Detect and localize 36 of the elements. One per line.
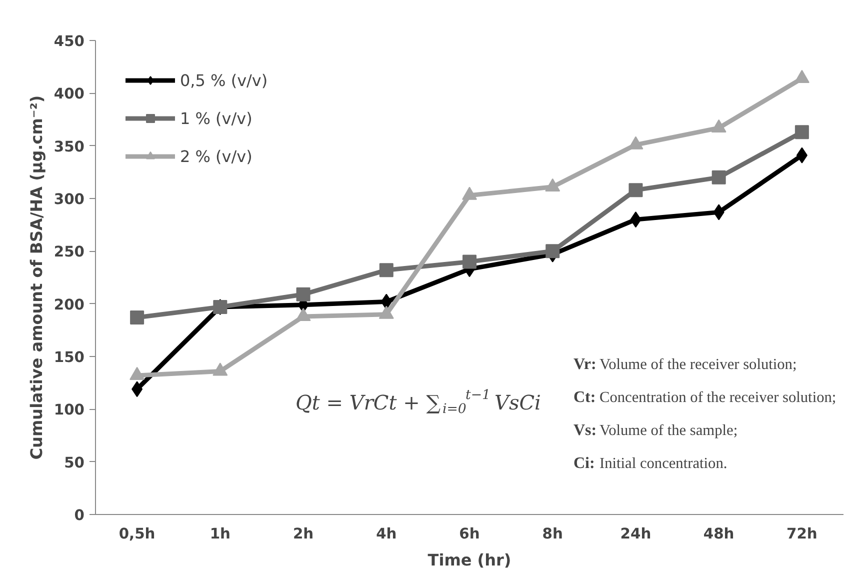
point xyxy=(628,183,643,198)
point xyxy=(712,170,726,184)
x-tick-label: 8h xyxy=(542,526,563,542)
x-tick-label: 0,5h xyxy=(118,526,156,542)
annotation: Vr: Volume of the receiver solution; xyxy=(574,356,797,373)
y-tick-label: 50 xyxy=(64,454,85,472)
x-tick-label: 2h xyxy=(292,526,314,542)
y-tick-label: 400 xyxy=(54,86,84,103)
annotation: Ct: Concentration of the receiver solution; xyxy=(574,389,836,406)
y-tick-label: 300 xyxy=(54,191,84,208)
x-tick-label: 1h xyxy=(210,526,230,542)
y-axis-title: Cumulative amount of BSA/HA (μg.cm⁻²) xyxy=(26,95,46,460)
legend-label: 0,5 % (v/v) xyxy=(180,70,268,90)
y-tick-label: 200 xyxy=(54,296,84,314)
annotation: Ci: Initial concentration. xyxy=(574,455,728,472)
point xyxy=(130,310,144,325)
x-tick-label: 48h xyxy=(703,526,734,542)
y-tick-label: 450 xyxy=(54,33,84,50)
y-tick-label: 250 xyxy=(54,244,84,261)
y-tick-label: 150 xyxy=(54,349,84,366)
point xyxy=(462,254,476,269)
legend-label: 2 % (v/v) xyxy=(180,146,252,166)
x-tick-label: 4h xyxy=(376,526,397,542)
x-tick-label: 24h xyxy=(620,526,652,542)
y-tick-label: 350 xyxy=(54,138,84,156)
x-axis-title: Time (hr) xyxy=(428,550,512,570)
y-tick-label: 100 xyxy=(54,402,84,419)
y-tick-label: 0 xyxy=(74,507,85,524)
point xyxy=(546,244,560,258)
annotation: Vs: Volume of the sample; xyxy=(574,422,738,439)
point xyxy=(379,263,394,278)
x-tick-label: 6h xyxy=(459,526,480,542)
point xyxy=(794,125,809,140)
legend-label: 1 % (v/v) xyxy=(180,108,252,128)
point xyxy=(296,287,310,302)
x-tick-label: 72h xyxy=(786,526,818,542)
